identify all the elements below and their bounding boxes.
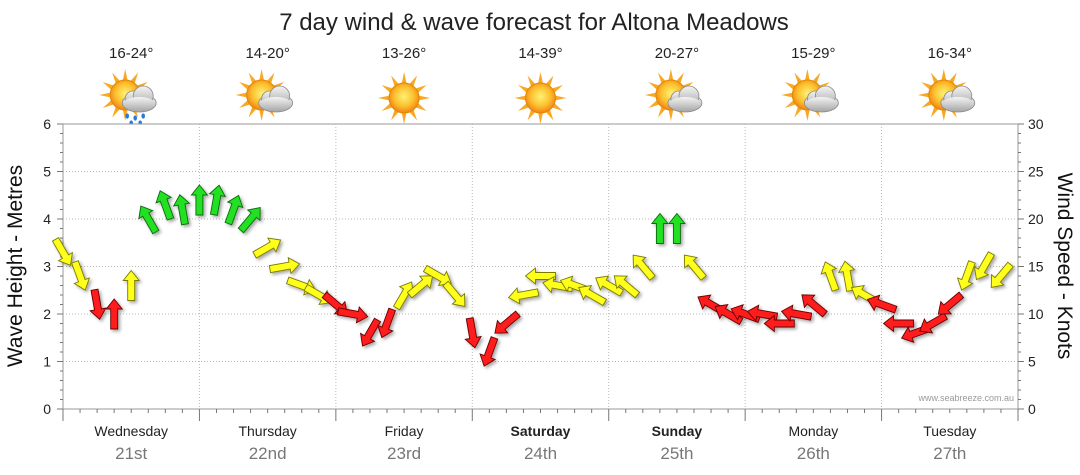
wind-arrow <box>919 312 949 334</box>
right-tick-label: 25 <box>1028 164 1044 180</box>
left-tick-label: 6 <box>43 116 51 132</box>
wind-arrow <box>71 260 91 291</box>
wind-arrow <box>801 294 828 318</box>
right-tick-label: 0 <box>1028 401 1036 417</box>
left-tick-label: 4 <box>43 211 51 227</box>
wind-arrow <box>683 254 707 281</box>
left-tick-label: 3 <box>43 259 51 275</box>
left-tick-label: 2 <box>43 306 51 322</box>
wind-arrow <box>122 269 141 301</box>
left-tick-label: 0 <box>43 401 51 417</box>
day-label: Tuesday <box>923 423 976 439</box>
wind-arrow <box>956 260 976 291</box>
wind-arrow <box>632 254 656 281</box>
sun-cloud-rain-icon <box>99 69 157 126</box>
wind-arrow <box>837 260 856 292</box>
wind-arrow <box>650 212 669 244</box>
right-tick-label: 30 <box>1028 116 1044 132</box>
day-label: Sunday <box>652 423 703 439</box>
temp-range: 14-39° <box>518 45 562 62</box>
wind-arrow <box>613 275 641 299</box>
left-axis-title: Wave Height - Metres <box>4 165 27 367</box>
wind-arrow <box>780 304 813 323</box>
day-label: Saturday <box>511 423 571 439</box>
wind-arrow <box>237 206 261 234</box>
wind-arrow <box>882 314 915 333</box>
wind-arrow <box>105 298 124 330</box>
date-label: 22nd <box>249 444 287 463</box>
right-tick-label: 5 <box>1028 354 1036 370</box>
wind-arrow <box>746 304 779 323</box>
date-label: 21st <box>115 444 147 463</box>
wind-arrow <box>990 261 1014 289</box>
wind-arrow <box>252 237 282 259</box>
sun-icon <box>514 72 567 124</box>
credit-text: www.seabreeze.com.au <box>917 393 1014 403</box>
wind-arrow <box>377 307 396 339</box>
wind-arrow <box>937 291 965 315</box>
wind-arrow <box>268 256 301 275</box>
wind-arrow <box>138 205 160 235</box>
left-tick-label: 5 <box>43 164 51 180</box>
wind-arrow <box>714 303 744 326</box>
temp-range: 20-27° <box>655 45 699 62</box>
wind-arrow <box>524 267 556 285</box>
wind-arrow <box>578 284 608 307</box>
date-label: 24th <box>524 444 557 463</box>
right-tick-label: 15 <box>1028 259 1044 275</box>
temp-range: 15-29° <box>791 45 835 62</box>
sun-cloud-icon <box>917 69 976 121</box>
day-label: Friday <box>385 423 424 439</box>
wind-arrow <box>224 194 244 226</box>
wind-arrow <box>442 280 466 308</box>
wind-arrow <box>763 314 795 333</box>
day-label: Wednesday <box>94 423 168 439</box>
wind-arrow <box>494 310 521 334</box>
right-tick-label: 10 <box>1028 306 1044 322</box>
wind-arrow <box>479 336 499 367</box>
date-label: 27th <box>933 444 966 463</box>
temp-range: 14-20° <box>245 45 289 62</box>
day-label: Thursday <box>238 423 296 439</box>
wind-arrow <box>866 294 898 314</box>
wind-arrow <box>464 317 482 349</box>
temp-range: 16-34° <box>928 45 972 62</box>
temp-range: 13-26° <box>382 45 426 62</box>
date-label: 25th <box>660 444 693 463</box>
wind-arrow <box>422 264 452 287</box>
right-axis-title: Wind Speed - Knots <box>1053 173 1076 360</box>
day-label: Monday <box>788 423 838 439</box>
wind-arrow <box>973 251 996 281</box>
wind-arrow <box>208 184 227 216</box>
wind-arrow <box>336 305 369 324</box>
wind-arrow <box>820 261 840 292</box>
wind-arrow <box>89 288 107 320</box>
wind-arrow <box>359 317 382 347</box>
wind-arrow <box>595 275 625 297</box>
wind-arrow <box>155 190 175 221</box>
wind-arrow <box>507 286 540 305</box>
sun-icon <box>378 72 431 124</box>
right-tick-label: 20 <box>1028 211 1044 227</box>
wind-arrow <box>190 184 209 216</box>
sun-cloud-icon <box>235 69 294 121</box>
wind-arrow <box>406 275 434 299</box>
left-tick-label: 1 <box>43 354 51 370</box>
temp-range: 16-24° <box>109 45 153 62</box>
date-label: 26th <box>797 444 830 463</box>
sun-cloud-icon <box>781 69 839 121</box>
date-label: 23rd <box>387 444 421 463</box>
wind-arrow <box>51 236 74 266</box>
wind-arrow <box>667 212 686 244</box>
chart-title: 7 day wind & wave forecast for Altona Me… <box>279 9 789 36</box>
wind-arrow <box>172 194 191 226</box>
sun-cloud-icon <box>644 69 703 121</box>
